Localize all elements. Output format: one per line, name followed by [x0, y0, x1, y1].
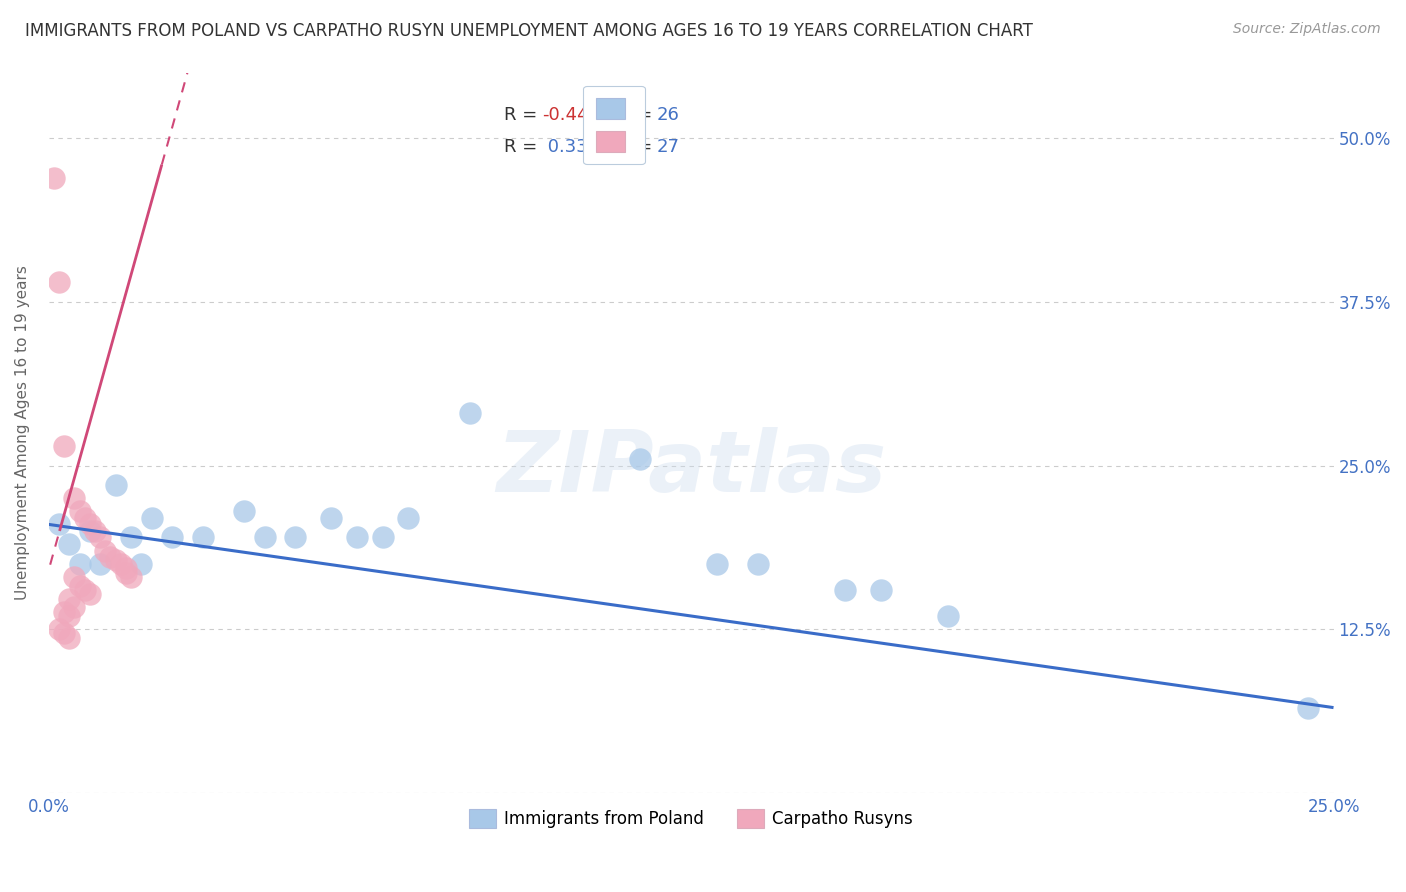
Text: R =: R =	[503, 106, 537, 124]
Point	[110, 557, 132, 571]
Legend: Immigrants from Poland, Carpatho Rusyns: Immigrants from Poland, Carpatho Rusyns	[463, 802, 920, 835]
Text: 0.338: 0.338	[543, 138, 599, 156]
Point	[120, 570, 142, 584]
Point	[104, 478, 127, 492]
Point	[100, 550, 122, 565]
Point	[870, 582, 893, 597]
Point	[458, 406, 481, 420]
Point	[63, 491, 86, 506]
Point	[79, 517, 101, 532]
Point	[284, 531, 307, 545]
Text: 27: 27	[657, 138, 679, 156]
Text: -0.446: -0.446	[543, 106, 600, 124]
Point	[94, 543, 117, 558]
Point	[69, 504, 91, 518]
Point	[141, 511, 163, 525]
Point	[346, 531, 368, 545]
Point	[129, 557, 152, 571]
Point	[233, 504, 256, 518]
Text: ZIPatlas: ZIPatlas	[496, 427, 886, 510]
Point	[63, 599, 86, 614]
Point	[191, 531, 214, 545]
Point	[747, 557, 769, 571]
Text: 26: 26	[657, 106, 679, 124]
Point	[834, 582, 856, 597]
Point	[73, 582, 96, 597]
Text: IMMIGRANTS FROM POLAND VS CARPATHO RUSYN UNEMPLOYMENT AMONG AGES 16 TO 19 YEARS : IMMIGRANTS FROM POLAND VS CARPATHO RUSYN…	[25, 22, 1033, 40]
Point	[371, 531, 394, 545]
Point	[628, 452, 651, 467]
Point	[936, 609, 959, 624]
Point	[114, 560, 136, 574]
Point	[1296, 700, 1319, 714]
Point	[69, 557, 91, 571]
Text: R =: R =	[503, 138, 537, 156]
Point	[321, 511, 343, 525]
Text: Source: ZipAtlas.com: Source: ZipAtlas.com	[1233, 22, 1381, 37]
Point	[58, 632, 80, 646]
Point	[48, 517, 70, 532]
Point	[89, 531, 111, 545]
Point	[160, 531, 183, 545]
Point	[42, 170, 65, 185]
Point	[63, 570, 86, 584]
Point	[114, 566, 136, 580]
Point	[398, 511, 420, 525]
Point	[84, 524, 107, 538]
Point	[53, 439, 76, 453]
Point	[58, 537, 80, 551]
Point	[53, 605, 76, 619]
Point	[48, 276, 70, 290]
Point	[104, 553, 127, 567]
Point	[73, 511, 96, 525]
Point	[58, 609, 80, 624]
Point	[53, 626, 76, 640]
Text: N =: N =	[617, 138, 652, 156]
Point	[89, 557, 111, 571]
Point	[69, 579, 91, 593]
Point	[79, 524, 101, 538]
Point	[706, 557, 728, 571]
Y-axis label: Unemployment Among Ages 16 to 19 years: Unemployment Among Ages 16 to 19 years	[15, 266, 30, 600]
Point	[48, 622, 70, 636]
Point	[58, 592, 80, 607]
Point	[120, 531, 142, 545]
Point	[253, 531, 276, 545]
Text: N =: N =	[617, 106, 652, 124]
Point	[79, 587, 101, 601]
